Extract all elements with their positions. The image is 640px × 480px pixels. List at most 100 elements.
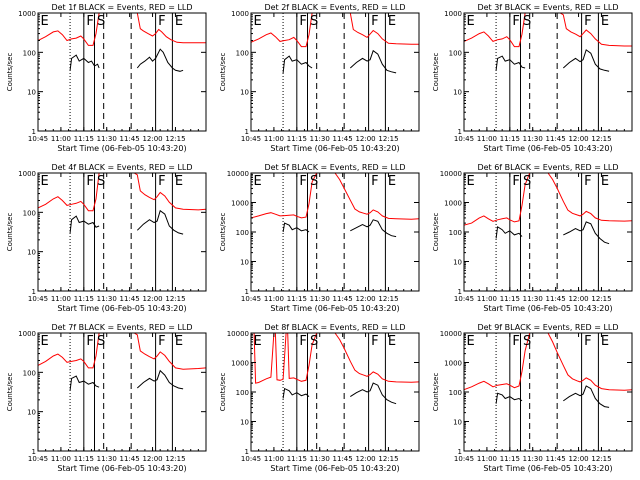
y-axis-label: Counts/sec — [219, 53, 227, 92]
y-tick-label: 100 — [449, 229, 462, 237]
plot-area — [251, 13, 419, 131]
y-axis-label: Counts/sec — [432, 213, 440, 252]
segment-marker-2: F — [86, 174, 93, 189]
x-tick-label: 12:00 — [355, 455, 375, 463]
y-tick-label: 1 — [245, 448, 249, 456]
segment-marker-4: F — [158, 14, 165, 29]
panel-title: Det 6f BLACK = Events, RED = LLD — [477, 163, 618, 172]
segment-marker-4: F — [158, 334, 165, 349]
lld-series-4 — [349, 13, 419, 45]
y-tick-label: 10 — [240, 259, 249, 267]
y-tick-label: 10 — [453, 259, 462, 267]
x-tick-label: 11:00 — [477, 295, 497, 303]
segment-marker-4: F — [371, 334, 378, 349]
x-tick-label: 10:45 — [28, 135, 48, 143]
y-axis-label: Counts/sec — [432, 373, 440, 412]
segment-marker-4: F — [584, 334, 591, 349]
events-series-2 — [350, 219, 397, 238]
x-tick-label: 11:15 — [500, 135, 520, 143]
events-series-2 — [136, 209, 184, 235]
y-tick-label: 10000 — [227, 170, 249, 178]
lld-series-4 — [547, 333, 632, 391]
y-tick-label: 1 — [32, 288, 36, 296]
y-tick-label: 1000 — [18, 330, 36, 338]
y-tick-label: 100 — [23, 49, 36, 57]
plot-area — [464, 13, 632, 131]
y-tick-label: 1000 — [18, 10, 36, 18]
y-tick-label: 1000 — [231, 200, 249, 208]
lld-series-3 — [38, 173, 100, 212]
segment-marker-3: S — [97, 334, 105, 349]
x-tick-label: 11:45 — [120, 455, 140, 463]
x-axis-label: Start Time (06-Feb-05 10:43:20) — [270, 464, 399, 473]
x-tick-label: 12:15 — [165, 135, 185, 143]
x-tick-label: 11:45 — [546, 455, 566, 463]
lld-series-3 — [38, 333, 100, 369]
x-tick-label: 12:00 — [568, 455, 588, 463]
panel-title: Det 9f BLACK = Events, RED = LLD — [477, 323, 618, 332]
segment-marker-3: S — [310, 334, 318, 349]
lld-series-4 — [547, 173, 632, 222]
events-series-2 — [562, 49, 610, 72]
x-tick-label: 11:15 — [287, 135, 307, 143]
x-tick-label: 11:00 — [51, 455, 71, 463]
x-tick-label: 12:15 — [378, 455, 398, 463]
segment-marker-3: S — [310, 174, 318, 189]
y-tick-label: 1000 — [444, 200, 462, 208]
y-tick-label: 1 — [32, 128, 36, 136]
lld-series-4 — [136, 13, 206, 44]
segment-marker-1: E — [467, 334, 475, 349]
panel-title: Det 8f BLACK = Events, RED = LLD — [264, 323, 405, 332]
x-tick-label: 10:45 — [241, 135, 261, 143]
plot-area — [38, 333, 206, 451]
x-tick-label: 11:45 — [333, 455, 353, 463]
segment-marker-5: E — [601, 174, 609, 189]
x-tick-label: 12:00 — [142, 455, 162, 463]
events-series-1 — [282, 222, 310, 233]
x-tick-label: 12:00 — [355, 295, 375, 303]
segment-marker-1: E — [41, 334, 49, 349]
segment-marker-3: S — [523, 334, 531, 349]
events-series-1 — [495, 55, 526, 71]
y-tick-label: 10000 — [440, 330, 462, 338]
x-tick-label: 11:45 — [546, 295, 566, 303]
events-series-1 — [282, 55, 313, 73]
x-tick-label: 11:30 — [523, 455, 543, 463]
x-tick-label: 12:15 — [378, 135, 398, 143]
y-tick-label: 1 — [245, 128, 249, 136]
events-series-1 — [495, 392, 523, 404]
y-tick-label: 10 — [453, 419, 462, 427]
x-tick-label: 11:00 — [264, 295, 284, 303]
events-series-1 — [69, 215, 100, 233]
plot-frame — [463, 12, 633, 132]
panel-title: Det 3f BLACK = Events, RED = LLD — [477, 3, 618, 12]
segment-marker-1: E — [254, 14, 262, 29]
x-tick-label: 12:15 — [165, 455, 185, 463]
panel-title: Det 7f BLACK = Events, RED = LLD — [51, 323, 192, 332]
x-tick-label: 11:45 — [120, 135, 140, 143]
y-axis-label: Counts/sec — [219, 373, 227, 412]
y-tick-label: 100 — [449, 49, 462, 57]
events-series-2 — [563, 385, 610, 408]
x-tick-label: 11:00 — [264, 135, 284, 143]
segment-marker-1: E — [254, 174, 262, 189]
y-tick-label: 1 — [245, 288, 249, 296]
lld-series-3 — [251, 173, 318, 219]
x-tick-label: 11:45 — [333, 135, 353, 143]
segment-marker-4: F — [158, 174, 165, 189]
x-tick-label: 12:00 — [142, 295, 162, 303]
x-tick-label: 11:30 — [97, 295, 117, 303]
panel-title: Det 5f BLACK = Events, RED = LLD — [264, 163, 405, 172]
y-tick-label: 1000 — [444, 10, 462, 18]
lld-series-4 — [334, 173, 419, 220]
y-tick-label: 10 — [240, 89, 249, 97]
segment-marker-3: S — [97, 174, 105, 189]
x-tick-label: 11:30 — [310, 135, 330, 143]
x-axis-label: Start Time (06-Feb-05 10:43:20) — [57, 304, 186, 313]
